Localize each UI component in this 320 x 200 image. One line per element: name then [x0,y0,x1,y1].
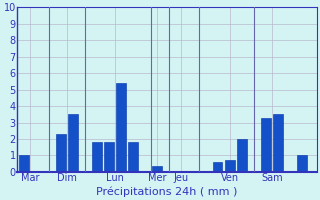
Bar [273,114,283,172]
Bar [20,155,29,172]
Bar [92,142,102,172]
Bar [212,162,222,172]
Bar [128,142,138,172]
Bar [104,142,114,172]
Bar [116,83,126,172]
Bar [225,160,235,172]
Bar [297,155,307,172]
Bar [261,118,271,172]
Bar [56,134,66,172]
X-axis label: Précipitations 24h ( mm ): Précipitations 24h ( mm ) [96,186,237,197]
Bar [68,114,77,172]
Bar [237,139,247,172]
Bar [152,166,162,172]
